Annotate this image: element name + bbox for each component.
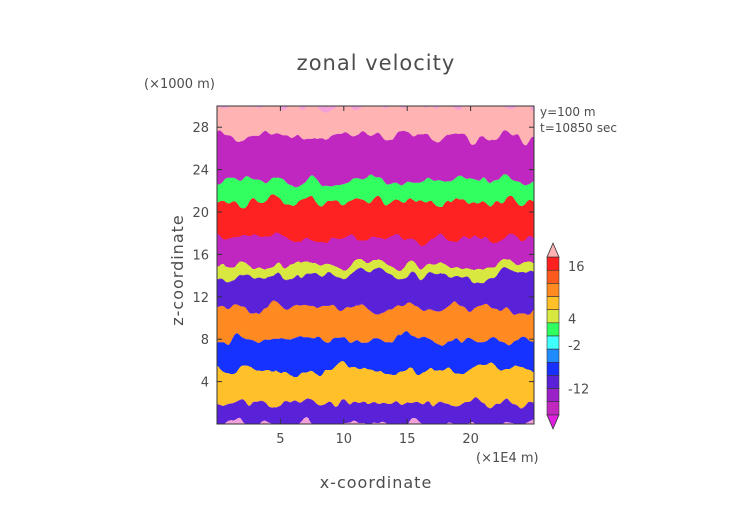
heatmap-band xyxy=(217,339,534,371)
colorbar-segment xyxy=(546,388,560,403)
y-tick-label: 12 xyxy=(192,291,209,306)
heatmap-band xyxy=(217,402,534,424)
heatmap-band xyxy=(217,275,534,308)
y-tick-label: 16 xyxy=(192,248,209,263)
colorbar-segment xyxy=(546,348,560,363)
heatmap-band xyxy=(217,265,534,276)
heatmap-band xyxy=(217,238,534,265)
colorbar-segment xyxy=(546,309,560,324)
colorbar: 16 4 -2 -12 xyxy=(546,242,589,430)
colorbar-segment xyxy=(546,283,560,297)
x-tick-label: 10 xyxy=(336,432,353,447)
x-axis-label: x-coordinate xyxy=(320,473,433,492)
heatmap-band xyxy=(217,137,534,181)
colorbar-segment xyxy=(546,242,560,258)
colorbar-label: 4 xyxy=(568,312,576,327)
y-tick-label: 24 xyxy=(192,164,209,179)
heatmap-field xyxy=(217,106,534,424)
y-tick-label: 8 xyxy=(201,333,209,348)
y-axis-label: z-coordinate xyxy=(168,214,187,326)
colorbar-segment xyxy=(546,401,560,416)
axes: 5 10 15 20 4 8 12 16 20 24 28 xyxy=(192,105,535,447)
y-tick-label: 4 xyxy=(201,376,209,391)
colorbar-label: -12 xyxy=(568,383,589,398)
colorbar-segment xyxy=(546,375,560,389)
colorbar-segment xyxy=(546,269,560,284)
colorbar-segment xyxy=(546,256,560,271)
heatmap-band xyxy=(217,201,534,239)
annotation-t: t=10850 sec xyxy=(540,121,617,135)
x-tick-label: 20 xyxy=(462,432,479,447)
colorbar-label: -2 xyxy=(568,339,581,354)
x-tick-label: 5 xyxy=(276,432,284,447)
heatmap-bands xyxy=(217,106,534,424)
heatmap-band xyxy=(217,371,534,403)
colorbar-segment xyxy=(546,296,560,311)
y-unit-label: (×1000 m) xyxy=(144,77,215,92)
chart-title: zonal velocity xyxy=(297,51,456,75)
heatmap-band xyxy=(217,106,534,138)
annotation-y: y=100 m xyxy=(540,105,596,119)
colorbar-label: 16 xyxy=(568,260,585,275)
y-tick-label: 28 xyxy=(192,121,209,136)
x-unit-label: (×1E4 m) xyxy=(476,451,539,466)
x-tick-label: 15 xyxy=(399,432,416,447)
colorbar-segment xyxy=(546,361,560,376)
plot-frame xyxy=(216,105,535,425)
heatmap-band xyxy=(217,307,534,340)
colorbar-segment xyxy=(546,414,560,430)
y-tick-label: 20 xyxy=(192,206,209,221)
colorbar-segment xyxy=(546,322,560,337)
heatmap-band xyxy=(217,180,534,202)
colorbar-segment xyxy=(546,335,560,350)
